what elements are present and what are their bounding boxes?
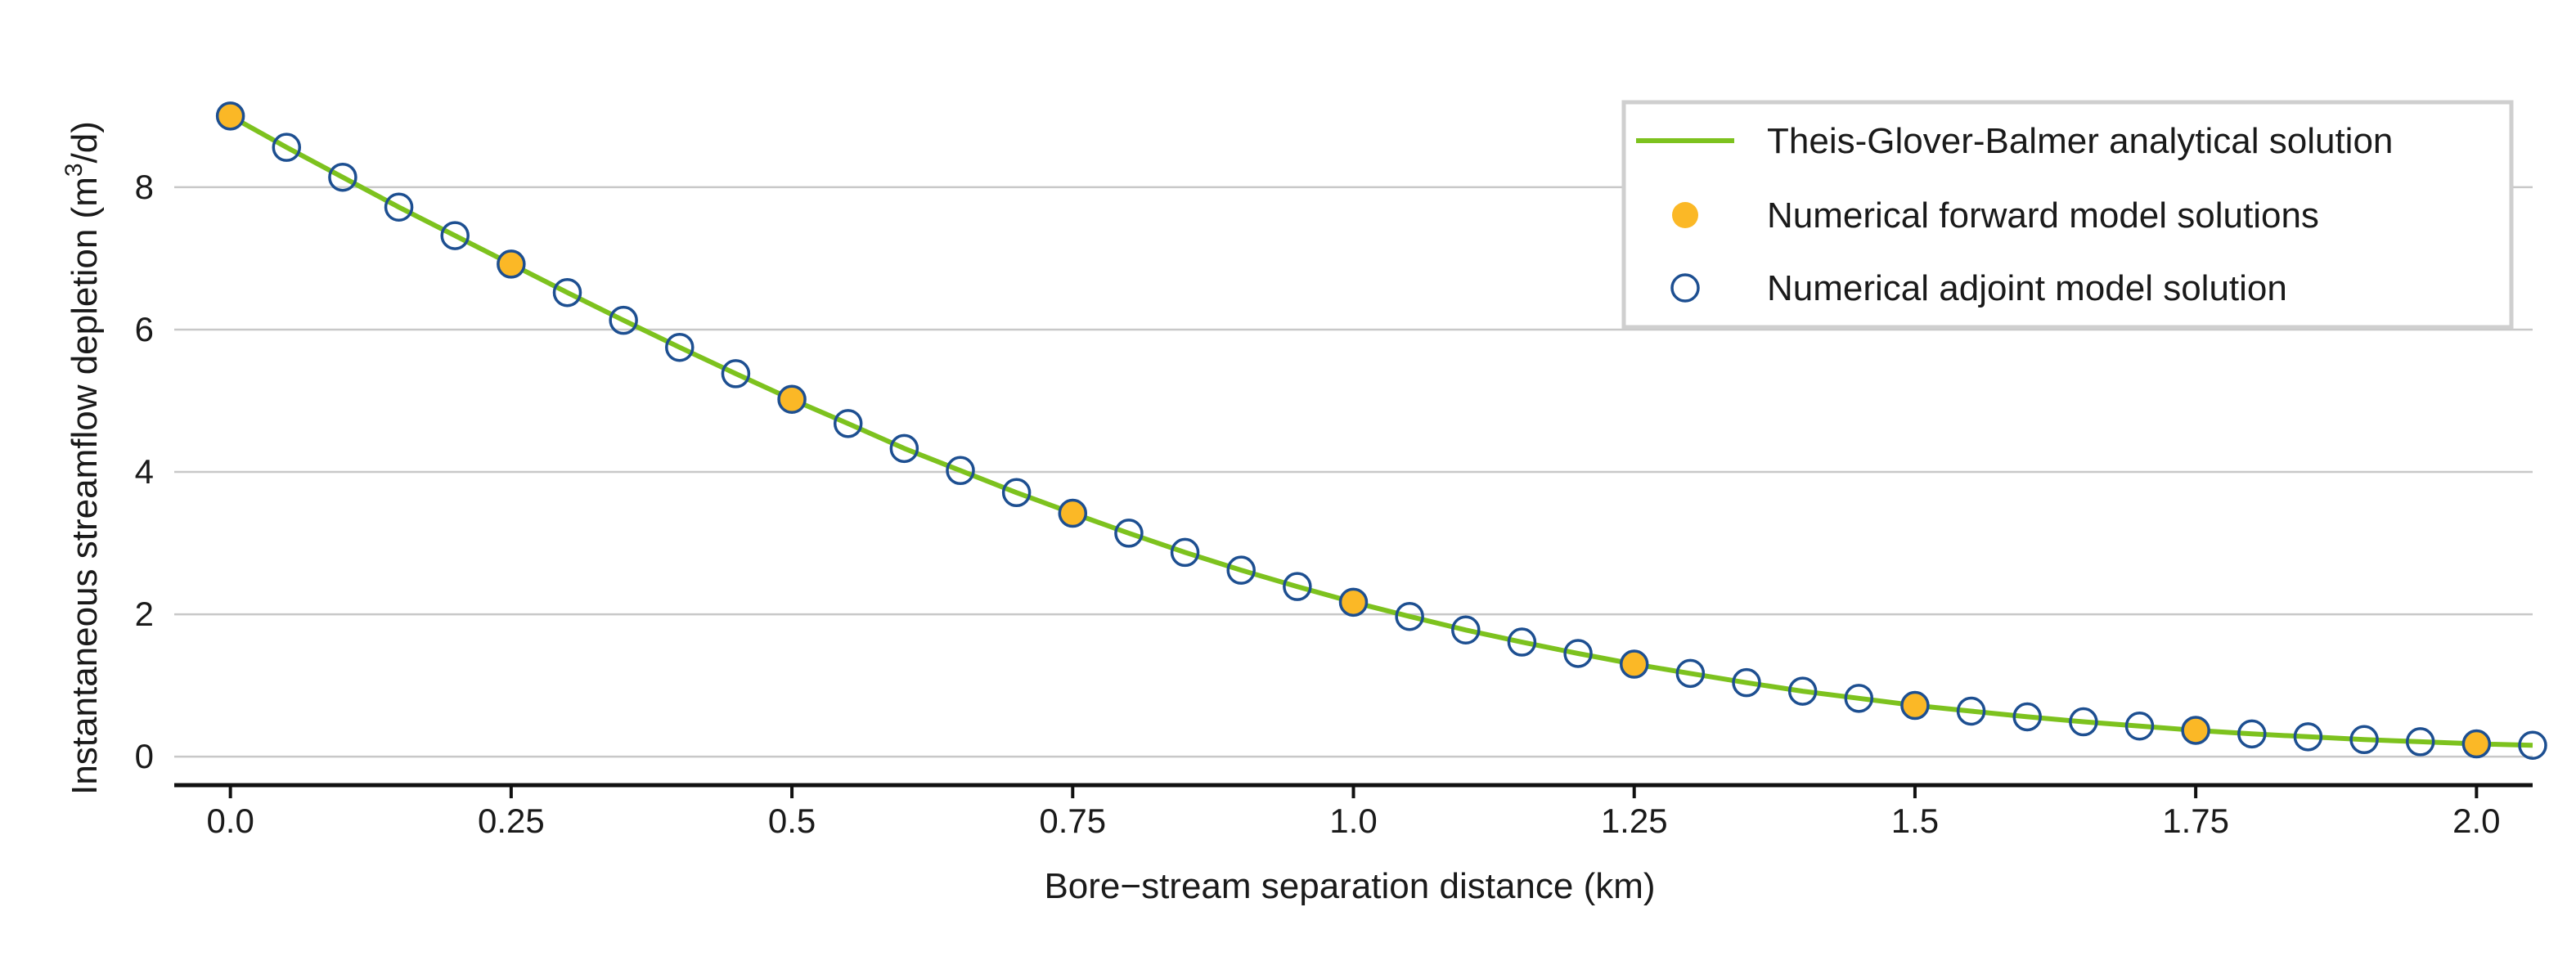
y-axis-title: Instantaneous streamflow depletion (m3/d… (61, 121, 105, 795)
adjoint-point (1675, 658, 1706, 689)
y-tick-label: 0 (135, 737, 154, 775)
x-axis-title: Bore−stream separation distance (km) (1044, 866, 1655, 906)
adjoint-point (497, 249, 526, 279)
y-tick-label: 8 (135, 168, 154, 206)
legend-label: Theis-Glover-Balmer analytical solution (1767, 121, 2393, 161)
forward-point (1340, 589, 1367, 616)
adjoint-point (328, 162, 357, 192)
adjoint-point (2293, 722, 2323, 752)
x-tick-label: 1.25 (1601, 802, 1668, 840)
adjoint-point (2461, 729, 2492, 759)
forward-point (497, 250, 524, 277)
forward-point (1621, 651, 1648, 678)
adjoint-point (946, 456, 975, 486)
adjoint-point (2124, 712, 2155, 741)
forward-point (2463, 730, 2490, 757)
adjoint-point (2012, 702, 2042, 732)
x-tick-label: 1.75 (2162, 802, 2229, 840)
adjoint-point (1732, 667, 1761, 698)
adjoint-point (1283, 572, 1312, 601)
forward-point (1901, 692, 1928, 719)
adjoint-point (1170, 537, 1200, 568)
adjoint-point (2518, 730, 2547, 761)
adjoint-point (1900, 690, 1930, 721)
legend-open-marker (1670, 273, 1700, 303)
adjoint-point (777, 384, 807, 415)
forward-point (2183, 716, 2210, 743)
adjoint-point (665, 332, 695, 362)
adjoint-point (609, 305, 638, 335)
forward-point (779, 386, 806, 413)
x-tick-label: 0.25 (478, 802, 545, 840)
legend-box (1621, 100, 2514, 330)
y-tick-label: 4 (135, 452, 154, 491)
adjoint-point (1956, 696, 1986, 726)
adjoint-point (215, 101, 245, 131)
adjoint-point (2349, 725, 2379, 755)
y-axis-title-main: Instantaneous streamflow depletion (m (65, 177, 105, 795)
x-tick-label: 1.5 (1891, 802, 1939, 840)
adjoint-point (552, 277, 582, 308)
adjoint-point (2237, 719, 2267, 749)
grid-lines (174, 186, 2533, 758)
legend-label: Numerical adjoint model solution (1767, 268, 2287, 308)
analytical-series (229, 114, 2533, 748)
adjoint-point (1844, 684, 1874, 713)
adjoint-point (721, 359, 751, 388)
axes: 0 2 4 6 8 0.0 0.25 0.5 0.75 1.0 1.25 1.5 1.75 2.0 (135, 168, 2533, 840)
forward-series (217, 102, 2490, 757)
adjoint-point (440, 221, 470, 250)
x-tick-label: 0.75 (1039, 802, 1106, 840)
y-axis-title-superscript: 3 (61, 163, 88, 177)
x-tick-label: 1.0 (1329, 802, 1377, 840)
adjoint-point (2405, 727, 2435, 757)
adjoint-point (2069, 707, 2098, 737)
forward-point (1059, 500, 1086, 527)
adjoint-point (384, 192, 414, 222)
x-tick-label: 0.5 (768, 802, 816, 840)
legend: Theis-Glover-Balmer analytical solution N… (1621, 100, 2514, 330)
adjoint-point (1226, 555, 1256, 585)
analytical-line (229, 114, 2533, 748)
adjoint-point (1563, 639, 1593, 668)
adjoint-point (833, 409, 863, 438)
adjoint-point (1619, 649, 1649, 679)
y-tick-label: 6 (135, 310, 154, 348)
adjoint-point (1114, 519, 1144, 548)
legend-label: Numerical forward model solutions (1767, 195, 2319, 236)
x-tick-label: 0.0 (206, 802, 254, 840)
adjoint-point (1395, 601, 1424, 631)
y-tick-label: 2 (135, 595, 154, 633)
adjoint-point (1451, 615, 1481, 645)
adjoint-series (215, 101, 2547, 761)
adjoint-point (1787, 676, 1818, 706)
adjoint-point (2181, 716, 2210, 745)
x-tick-label: 2.0 (2452, 802, 2500, 840)
adjoint-point (272, 132, 302, 162)
adjoint-point (1001, 478, 1032, 508)
adjoint-point (889, 433, 919, 464)
adjoint-point (1058, 498, 1088, 528)
forward-point (217, 102, 244, 129)
adjoint-point (1507, 627, 1537, 657)
legend-filled-marker (1672, 202, 1698, 228)
y-axis-title-tail: /d) (65, 121, 105, 163)
adjoint-point (1338, 587, 1369, 617)
